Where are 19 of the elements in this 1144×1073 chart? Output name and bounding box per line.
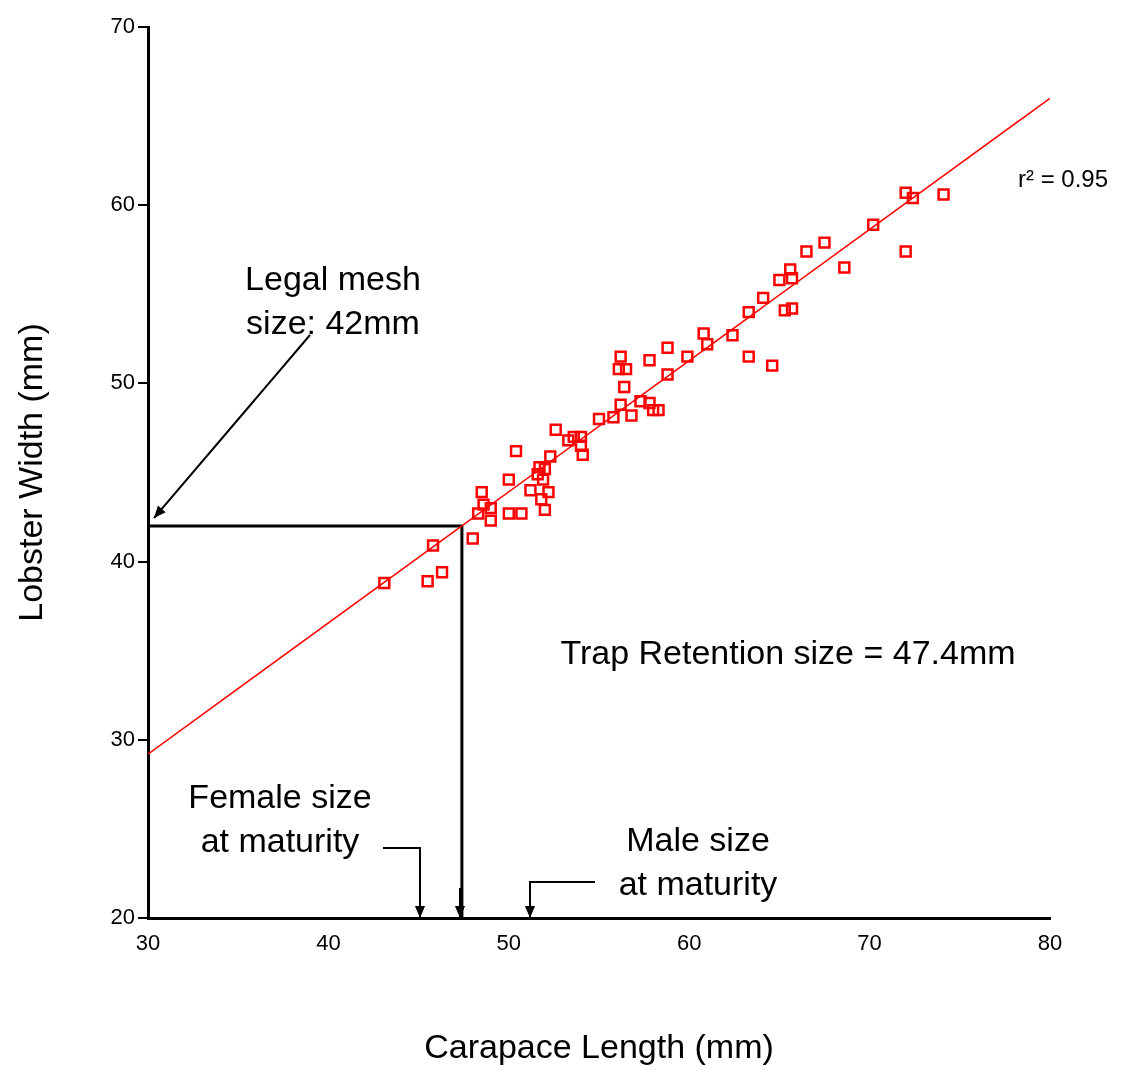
- annotation: Female size at maturity: [188, 777, 372, 860]
- x-tick-label: 70: [857, 930, 882, 956]
- y-axis-title: Lobster Width (mm): [10, 323, 49, 622]
- x-axis-title: Carapace Length (mm): [424, 1026, 774, 1065]
- annotation: Trap Retention size = 47.4mm: [560, 633, 1016, 672]
- x-tick-label: 60: [676, 930, 702, 956]
- x-tick-label: 50: [496, 930, 522, 956]
- x-tick-label: 30: [135, 930, 161, 956]
- x-tick-label: 80: [1037, 930, 1063, 956]
- annotation: r² = 0.95: [1017, 164, 1109, 192]
- y-tick-label: 20: [110, 904, 135, 930]
- annotation: Male size at maturity: [618, 820, 778, 903]
- y-tick-label: 60: [110, 191, 135, 217]
- y-tick-label: 40: [110, 547, 135, 573]
- y-tick-label: 70: [110, 13, 135, 39]
- x-tick-label: 40: [316, 930, 341, 956]
- annotation: Legal mesh size: 42mm: [245, 259, 421, 342]
- y-tick-label: 30: [110, 725, 135, 751]
- y-tick-label: 50: [110, 369, 135, 395]
